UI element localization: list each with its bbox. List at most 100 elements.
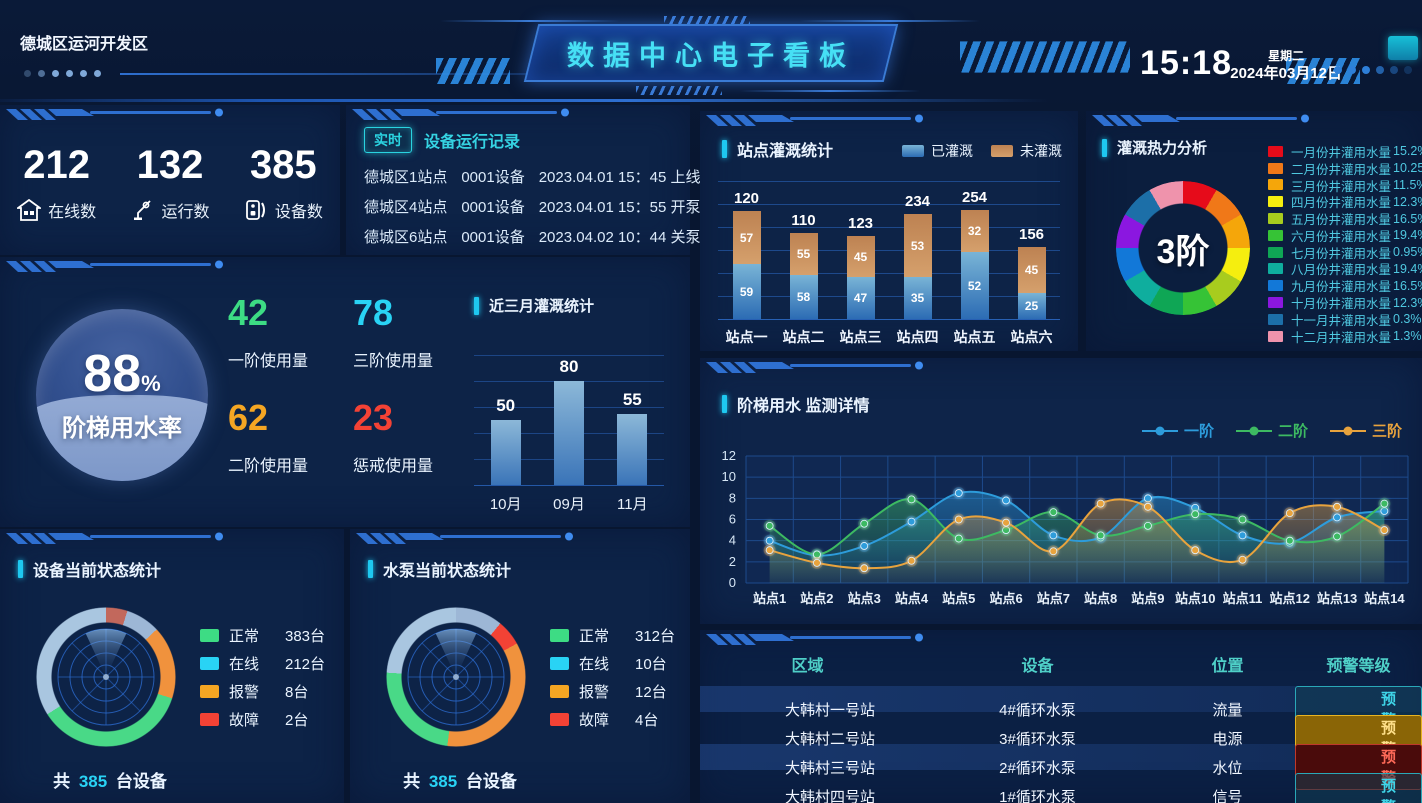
legend-label: 正常 xyxy=(229,627,260,645)
pump-total-count: 385 xyxy=(428,772,458,791)
status-legend-item[interactable]: 故障 2台 xyxy=(200,705,325,733)
legend-value: 12.3% xyxy=(1393,194,1422,209)
title-tick xyxy=(722,395,727,413)
pump-total: 共 385 台设备 xyxy=(403,772,517,791)
panel-deco xyxy=(6,260,226,274)
record-field: 0001设备 xyxy=(461,229,525,246)
alert-badge[interactable]: 预警 xyxy=(1295,773,1422,803)
legend-label: 六月份井灌用水量 xyxy=(1291,229,1392,244)
bar-total-label: 123 xyxy=(847,215,874,232)
status-legend-item[interactable]: 在线 212台 xyxy=(200,649,325,677)
status-legend-item[interactable]: 故障 4台 xyxy=(550,705,675,733)
legend-swatch xyxy=(902,145,924,157)
cell-region: 大韩村三号站 xyxy=(785,759,876,777)
bar-category-label: 站点四 xyxy=(896,329,939,345)
status-legend-item[interactable]: 正常 312台 xyxy=(550,621,675,649)
panel-alert-table: 区域 设备 位置 预警等级 大韩村一号站 4#循环水泵 流量预警 大韩村二号站 3#循环… xyxy=(700,630,1422,803)
clock: 15:18 xyxy=(1140,44,1232,82)
title-tick xyxy=(474,296,479,315)
kpi-running-value: 132 xyxy=(136,143,204,187)
heat-legend-item[interactable]: 二月份井灌用水量 10.25 xyxy=(1268,160,1422,177)
legend-value: 312台 xyxy=(635,627,676,645)
station-irrigation-bars: 59 57 120 站点一 58 55 110 站点二 47 45 123 站点三 35 53 234 站点四… xyxy=(718,181,1060,345)
water-metric: 23 惩戒使用量 xyxy=(353,398,478,503)
mini-bar[interactable] xyxy=(553,381,584,485)
legend-label: 九月份井灌用水量 xyxy=(1291,280,1392,295)
legend-item[interactable]: 三阶 xyxy=(1329,420,1402,441)
radar-decoration xyxy=(391,612,521,747)
header-slashes-bottom xyxy=(636,86,722,95)
legend-swatch xyxy=(200,712,219,726)
legend-item[interactable]: 一阶 xyxy=(1141,420,1214,441)
mini-bar[interactable] xyxy=(617,413,648,485)
header-dots-left xyxy=(24,70,101,77)
heat-donut xyxy=(1116,181,1250,315)
legend-swatch xyxy=(1268,280,1283,292)
status-legend-item[interactable]: 在线 10台 xyxy=(550,649,675,677)
bar-segment-unirrigated: 57 xyxy=(732,211,761,264)
heat-legend-item[interactable]: 十一月井灌用水量 0.3% xyxy=(1268,311,1422,328)
cell-position: 水位 xyxy=(1212,759,1243,777)
radar-decoration xyxy=(41,612,171,747)
legend-value: 383台 xyxy=(285,627,326,645)
record-field: 2023.04.02 10：44 关泵 xyxy=(538,229,701,246)
legend-item[interactable]: 已灌溉 xyxy=(902,141,973,161)
legend-value: 16.5% xyxy=(1393,211,1422,226)
water-percent-unit: % xyxy=(141,370,161,396)
header-bottom-line xyxy=(0,99,1050,102)
bar-category-label: 站点五 xyxy=(953,329,996,345)
kpi-online: 212 在线数 xyxy=(17,143,96,222)
legend-item[interactable]: 未灌溉 xyxy=(991,141,1062,161)
legend-label: 二月份井灌用水量 xyxy=(1291,162,1392,177)
device-status-title: 设备当前状态统计 xyxy=(33,563,162,580)
bar-segment-irrigated: 47 xyxy=(846,277,875,319)
legend-value: 19.4% xyxy=(1393,228,1422,243)
header-thinline-1 xyxy=(440,20,620,22)
water-metrics: 42 一阶使用量 78 三阶使用量 62 二阶使用量 23 惩戒使用量 xyxy=(228,293,478,503)
heat-center-label: 3阶 xyxy=(1156,232,1210,271)
date-block: 星期二 2024年03月12日 xyxy=(1230,48,1342,84)
mini-bar-value: 55 xyxy=(622,389,642,409)
record-row: 德城区1站点 0001设备 2023.04.01 15：45 上线 xyxy=(364,163,701,193)
record-row: 德城区6站点 0001设备 2023.04.02 10：44 关泵 xyxy=(364,223,701,253)
legend-label: 正常 xyxy=(579,627,610,645)
panel-deco xyxy=(356,532,576,546)
legend-swatch xyxy=(1268,179,1283,191)
legend-value: 0.95% xyxy=(1393,245,1422,260)
status-legend-item[interactable]: 正常 383台 xyxy=(200,621,325,649)
mini-bar-category: 09月 xyxy=(553,496,585,513)
mini-bar[interactable] xyxy=(490,420,521,485)
legend-swatch xyxy=(550,628,569,642)
record-field: 德城区1站点 xyxy=(364,169,448,186)
water-rate-sphere: 88% 阶梯用水率 xyxy=(36,309,208,481)
kpi-devices-value: 385 xyxy=(249,143,317,187)
status-legend-item[interactable]: 报警 8台 xyxy=(200,677,325,705)
station-irrigation-legend: 已灌溉 未灌溉 xyxy=(902,141,1062,161)
col-device: 设备 xyxy=(1021,658,1054,675)
legend-item[interactable]: 二阶 xyxy=(1235,420,1308,441)
pump-status-title: 水泵当前状态统计 xyxy=(383,563,512,580)
home-icon xyxy=(17,199,42,221)
bar-segment-irrigated: 58 xyxy=(789,275,818,319)
header-slant-bars-mid xyxy=(960,41,1130,73)
kpi-devices: 385 设备数 xyxy=(244,143,323,222)
heat-legend-item[interactable]: 十二月井灌用水量 1.3% xyxy=(1268,328,1422,345)
kpi-online-label: 在线数 xyxy=(48,204,97,221)
svg-text:站点8: 站点8 xyxy=(1084,591,1117,606)
status-legend-item[interactable]: 报警 12台 xyxy=(550,677,675,705)
record-row: 德城区4站点 0001设备 2023.04.01 15：55 开泵 xyxy=(364,193,701,223)
svg-text:2: 2 xyxy=(729,554,736,569)
panel-deco xyxy=(706,633,926,647)
bar-category-label: 站点二 xyxy=(782,329,825,345)
legend-label: 三阶 xyxy=(1371,423,1402,440)
